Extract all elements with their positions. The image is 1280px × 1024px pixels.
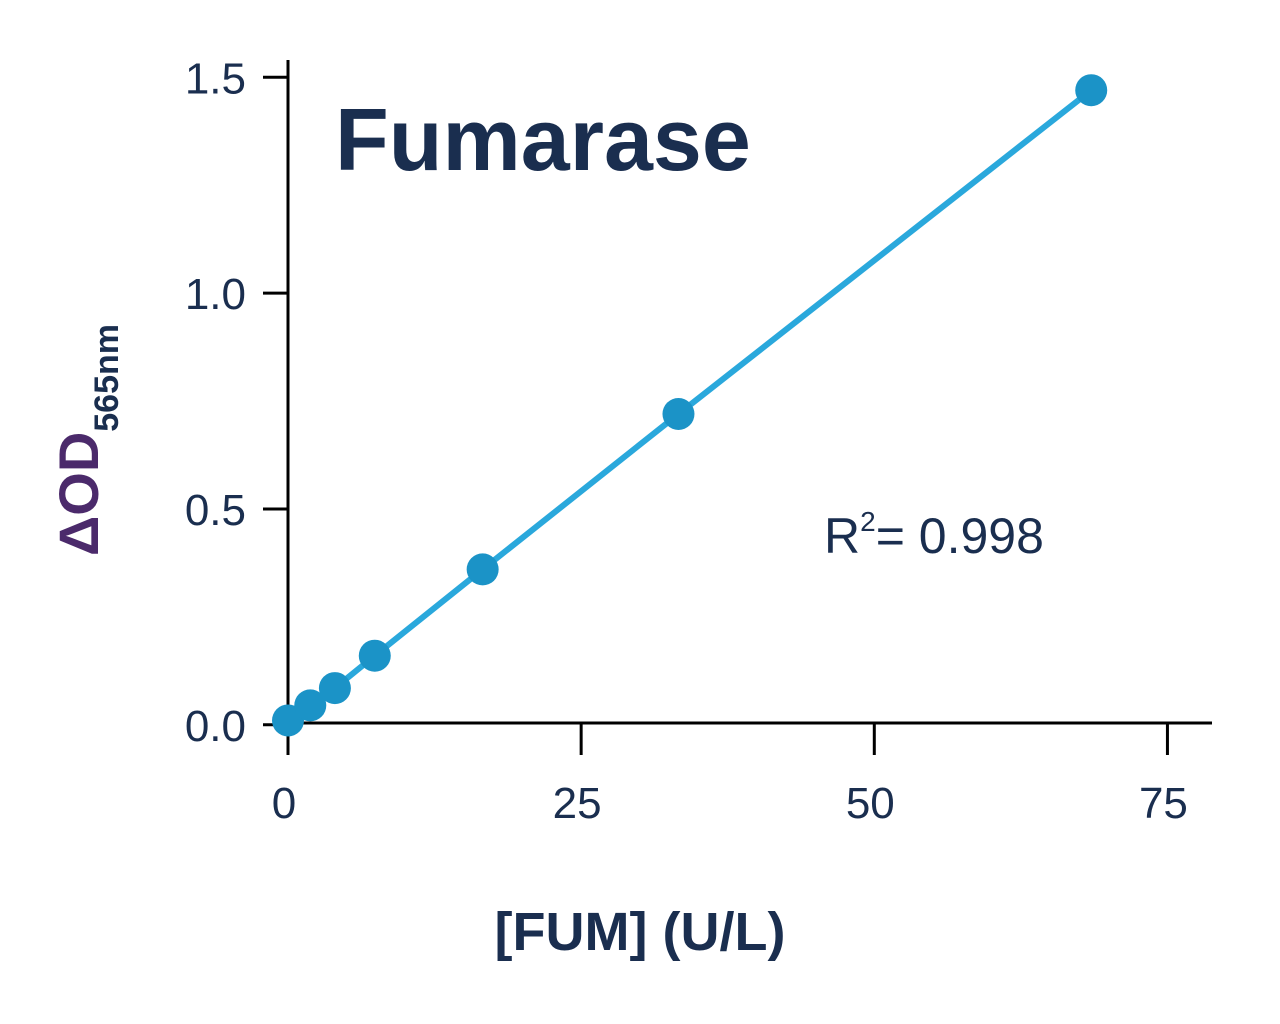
x-tick-label: 0 xyxy=(272,779,296,828)
annotation-base: R xyxy=(824,508,860,564)
y-tick-label: 1.5 xyxy=(185,54,246,103)
y-label-sub: 565nm xyxy=(88,324,126,432)
data-point xyxy=(358,639,391,672)
annotation-text: = 0.998 xyxy=(876,508,1044,564)
x-tick-label: 50 xyxy=(846,779,895,828)
data-point xyxy=(466,553,499,586)
data-point xyxy=(294,689,327,722)
y-tick-label: 0.5 xyxy=(185,486,246,535)
y-axis-label: ΔOD565nm xyxy=(47,324,126,556)
x-tick-label: 25 xyxy=(553,779,602,828)
data-point xyxy=(1075,74,1108,107)
data-point xyxy=(662,397,695,430)
y-tick-label: 1.0 xyxy=(185,270,246,319)
annotation-sup: 2 xyxy=(860,506,876,537)
y-tick-label: 0.0 xyxy=(185,702,246,751)
data-point xyxy=(318,672,351,705)
chart-title: Fumarase xyxy=(335,90,751,189)
y-label-main: ΔOD xyxy=(47,432,110,556)
annotation: R2= 0.998 xyxy=(824,506,1044,564)
x-axis-label: [FUM] (U/L) xyxy=(495,902,786,962)
x-tick-label: 75 xyxy=(1139,779,1188,828)
